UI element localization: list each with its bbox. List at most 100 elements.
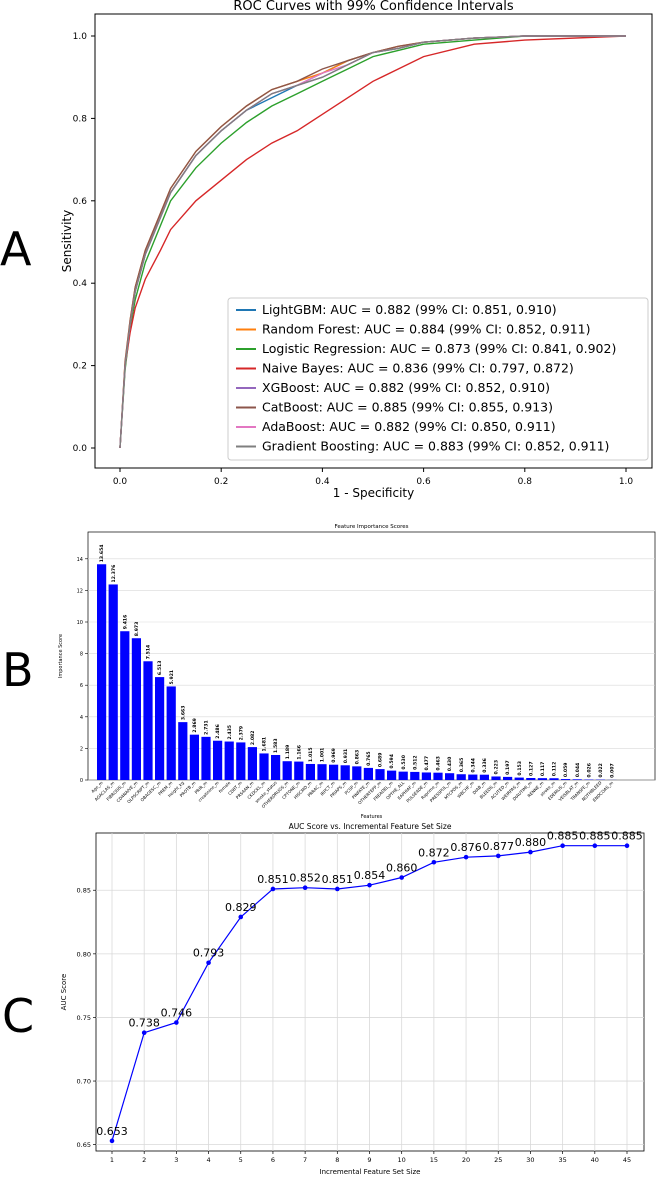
- feature-bar-value-label: 0.026: [586, 763, 592, 778]
- feature-bar-value-label: 2.082: [250, 731, 256, 746]
- auc-point: [431, 859, 437, 865]
- panel-label-b: B: [2, 643, 34, 697]
- feature-bar: [375, 769, 385, 780]
- bar-y-tick-label: 8: [80, 652, 83, 658]
- roc-x-tick-label: 0.2: [214, 477, 228, 487]
- roc-legend-entry-8: Gradient Boosting: AUC = 0.883 (99% CI: …: [262, 439, 609, 454]
- roc-legend-entry-5: XGBoost: AUC = 0.882 (99% CI: 0.852, 0.9…: [262, 380, 550, 395]
- feature-bar-value-label: 3.663: [180, 706, 186, 721]
- auc-title: AUC Score vs. Incremental Feature Set Si…: [289, 822, 452, 831]
- feature-bar: [561, 779, 571, 780]
- feature-bar-value-label: 0.530: [401, 755, 407, 770]
- feature-bar: [329, 764, 339, 780]
- auc-point: [463, 854, 469, 860]
- auc-value-label: 0.885: [579, 830, 611, 843]
- auc-point: [238, 914, 244, 920]
- feature-bar-value-label: 2.731: [204, 720, 210, 735]
- auc-y-tick-label: 0.70: [77, 1078, 91, 1086]
- auc-point: [560, 843, 565, 849]
- auc-x-tick-label: 2: [142, 1156, 146, 1164]
- feature-bar-value-label: 0.512: [412, 755, 418, 770]
- auc-value-label: 0.876: [450, 841, 482, 854]
- bar-title: Feature Importance Scores: [334, 524, 408, 530]
- feature-bar: [178, 722, 188, 780]
- feature-bar-value-label: 0.127: [528, 761, 534, 776]
- feature-bar-value-label: 2.486: [215, 724, 221, 739]
- roc-y-tick-label: 0.8: [73, 114, 88, 124]
- feature-bar: [352, 766, 362, 780]
- auc-value-label: 0.793: [193, 947, 225, 960]
- feature-bar: [166, 686, 176, 780]
- auc-x-tick-label: 4: [206, 1156, 210, 1164]
- auc-value-label: 0.854: [354, 869, 386, 882]
- roc-legend-entry-6: CatBoost: AUC = 0.885 (99% CI: 0.855, 0.…: [262, 400, 553, 415]
- feature-bar: [224, 741, 234, 780]
- auc-y-tick-label: 0.75: [77, 1014, 91, 1022]
- roc-plot-frame: [94, 13, 653, 469]
- roc-legend-entry-3: Logistic Regression: AUC = 0.873 (99% CI…: [262, 341, 616, 356]
- feature-bar: [340, 765, 350, 780]
- roc-legend-box: [227, 297, 649, 461]
- feature-bar-value-label: 1.001: [320, 748, 326, 763]
- feature-bar: [97, 564, 107, 780]
- auc-x-tick-label: 5: [239, 1156, 243, 1164]
- auc-value-label: 0.885: [611, 830, 643, 843]
- feature-bar-value-label: 0.112: [552, 762, 558, 777]
- auc-y-tick-label: 0.80: [77, 950, 91, 958]
- feature-bar: [271, 754, 281, 780]
- roc-y-tick-label: 0.6: [73, 197, 88, 207]
- feature-bar: [189, 734, 199, 780]
- auc-value-label: 0.738: [128, 1017, 160, 1030]
- feature-bar-value-label: 0.344: [470, 758, 476, 773]
- feature-bar: [131, 638, 141, 780]
- auc-point: [206, 960, 211, 966]
- feature-bar-value-label: 0.022: [598, 763, 604, 778]
- feature-bar: [387, 770, 397, 780]
- auc-point: [495, 853, 501, 859]
- auc-value-label: 0.880: [515, 836, 547, 849]
- feature-bar-value-label: 13.654: [99, 545, 105, 563]
- feature-bar: [503, 776, 513, 780]
- auc-x-tick-label: 8: [335, 1156, 339, 1164]
- feature-bar-value-label: 5.921: [169, 670, 175, 685]
- feature-bar: [108, 584, 118, 780]
- roc-legend-entry-1: LightGBM: AUC = 0.882 (99% CI: 0.851, 0.…: [262, 302, 557, 317]
- feature-bar-value-label: 2.435: [227, 725, 233, 740]
- feature-bar-value-label: 0.765: [366, 751, 372, 766]
- feature-bar-value-label: 0.059: [563, 763, 569, 778]
- bar-y-tick-label: 0: [80, 778, 83, 784]
- auc-value-label: 0.851: [257, 873, 289, 886]
- feature-bar-value-label: 0.477: [424, 756, 430, 771]
- roc-x-tick-label: 0.8: [518, 477, 533, 487]
- auc-x-tick-label: 3: [174, 1156, 178, 1164]
- feature-bar-value-label: 0.223: [494, 760, 500, 775]
- feature-bar-value-label: 1.166: [296, 745, 302, 760]
- feature-bar-value-label: 7.514: [146, 645, 152, 660]
- auc-x-tick-label: 20: [462, 1156, 470, 1164]
- feature-bar: [213, 740, 223, 780]
- feature-bar: [572, 779, 582, 780]
- auc-point: [270, 886, 276, 892]
- auc-value-label: 0.885: [547, 830, 579, 843]
- feature-bar-value-label: 0.197: [505, 760, 511, 775]
- auc-point: [302, 885, 308, 890]
- feature-bar-value-label: 0.463: [436, 756, 442, 771]
- auc-point: [174, 1020, 179, 1025]
- auc-x-axis-label: Incremental Feature Set Size: [320, 1168, 421, 1176]
- feature-bar: [514, 777, 524, 780]
- auc-value-label: 0.746: [161, 1007, 193, 1020]
- auc-x-tick-label: 15: [430, 1156, 438, 1164]
- bar-y-tick-label: 12: [77, 588, 83, 594]
- auc-value-label: 0.872: [418, 846, 450, 859]
- feature-bar: [537, 778, 547, 780]
- auc-value-label: 0.852: [289, 872, 321, 885]
- bar-y-tick-label: 2: [80, 746, 83, 752]
- roc-series-line-4: [119, 35, 627, 449]
- feature-bar: [155, 677, 165, 780]
- feature-bar: [445, 773, 455, 780]
- feature-bar: [201, 736, 211, 780]
- roc-y-tick-label: 1.0: [73, 32, 88, 42]
- feature-bar: [282, 761, 292, 780]
- feature-bar-value-label: 12.376: [111, 565, 117, 583]
- feature-bar: [259, 753, 269, 780]
